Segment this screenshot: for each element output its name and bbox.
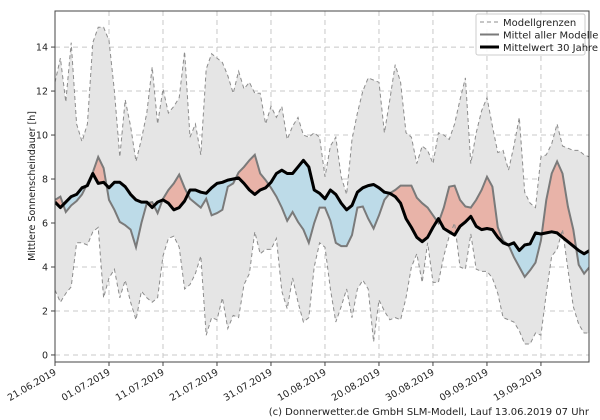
climate-30yr-line	[55, 158, 589, 256]
x-tick-label: 30.08.2019	[384, 367, 437, 404]
plot-frame	[54, 10, 590, 363]
x-tick-label: 10.08.2019	[276, 367, 329, 404]
model-range-band	[55, 27, 589, 344]
x-axis: 21.06.2019 01.07.2019 11.07.2019 21.07.2019…	[6, 362, 545, 404]
x-tick-label: 19.09.2019	[492, 367, 545, 404]
y-tick-label: 0	[42, 350, 48, 361]
above-average-fill	[55, 154, 589, 254]
x-tick-label: 21.06.2019	[6, 367, 59, 404]
model-mean-line	[55, 152, 589, 279]
y-tick-label: 6	[42, 219, 48, 230]
y-tick-label: 14	[36, 43, 48, 54]
y-tick-label: 4	[42, 262, 48, 273]
x-tick-label: 31.07.2019	[222, 367, 275, 404]
y-axis: 0 2 4 6 8 10 12 14	[36, 43, 55, 361]
y-tick-label: 2	[42, 306, 48, 317]
legend-label-bounds: Modellgrenzen	[503, 18, 576, 29]
model-lower-bound-line	[55, 221, 589, 345]
x-tick-label: 20.08.2019	[330, 367, 383, 404]
x-tick-label: 01.07.2019	[60, 367, 113, 404]
y-tick-label: 12	[36, 87, 48, 98]
legend: Modellgrenzen Mittel aller Modelle Mitte…	[475, 13, 598, 56]
x-tick-label: 09.09.2019	[438, 367, 491, 404]
x-tick-label: 11.07.2019	[114, 367, 167, 404]
y-axis-label: Mittlere Sonnenscheindauer [h]	[27, 111, 38, 261]
y-tick-label: 10	[36, 131, 48, 142]
y-tick-label: 8	[42, 175, 48, 186]
x-tick-label: 21.07.2019	[168, 367, 221, 404]
legend-label-climate: Mittelwert 30 Jahre	[503, 43, 598, 54]
footer-credit: (c) Donnerwetter.de GmbH SLM-Modell, Lau…	[269, 407, 590, 418]
model-upper-bound-line	[55, 26, 589, 209]
legend-label-model-mean: Mittel aller Modelle	[503, 31, 598, 42]
